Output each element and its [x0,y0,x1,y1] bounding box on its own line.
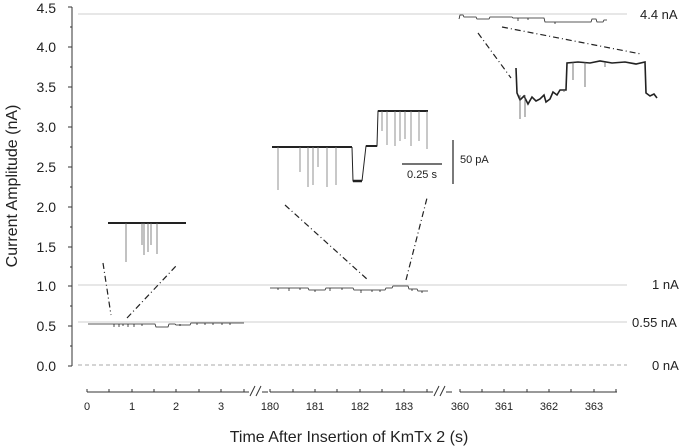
x-tick-1: 1 [129,401,135,413]
y-tick-2.5: 2.5 [37,159,57,175]
x-tick-361: 361 [495,401,513,413]
ref-label-0.55: 0.55 nA [632,315,677,330]
x-tick-363: 363 [585,401,603,413]
ref-label-1: 1 nA [652,277,679,292]
zoom-inset-2 [272,110,428,190]
y-tick-3.5: 3.5 [37,79,57,95]
x-tick-360: 360 [451,401,469,413]
x-tick-3: 3 [218,401,224,413]
y-tick-3.0: 3.0 [37,119,57,135]
y-tick-4.0: 4.0 [37,39,57,55]
x-tick-labels: 0 1 2 3 180 181 182 183 360 361 362 363 [84,401,603,413]
y-tick-0.5: 0.5 [37,318,57,334]
y-tick-labels: 0.0 0.5 1.0 1.5 2.0 2.5 3.0 3.5 4.0 4.5 [37,0,57,374]
x-axis [86,385,617,397]
scale-time-label: 0.25 s [407,169,437,181]
y-tick-4.5: 4.5 [37,0,57,16]
y-tick-0: 0.0 [37,358,57,374]
x-tick-181: 181 [306,401,324,413]
scale-current-label: 50 pA [460,154,489,166]
x-axis-title: Time After Insertion of KmTx 2 (s) [230,429,469,446]
y-tick-1.5: 1.5 [37,239,57,255]
trace-segment-3 [458,14,607,24]
x-tick-182: 182 [351,401,369,413]
y-axis-title: Current Amplitude (nA) [4,105,21,268]
y-tick-2.0: 2.0 [37,199,57,215]
y-axis [68,6,73,367]
x-tick-183: 183 [395,401,413,413]
ref-label-4.4: 4.4 nA [640,7,678,22]
ref-label-0: 0 nA [652,358,679,373]
x-tick-362: 362 [540,401,558,413]
scale-bar: 0.25 s 50 pA [402,140,489,184]
y-tick-1.0: 1.0 [37,278,57,294]
zoom-inset-3 [515,60,658,119]
zoom-connectors [102,26,642,319]
x-tick-0: 0 [84,401,90,413]
x-tick-2: 2 [173,401,179,413]
trace-segment-2 [270,285,428,293]
x-tick-180: 180 [261,401,279,413]
zoom-inset-1 [108,222,186,262]
trace-segment-1 [88,322,244,328]
